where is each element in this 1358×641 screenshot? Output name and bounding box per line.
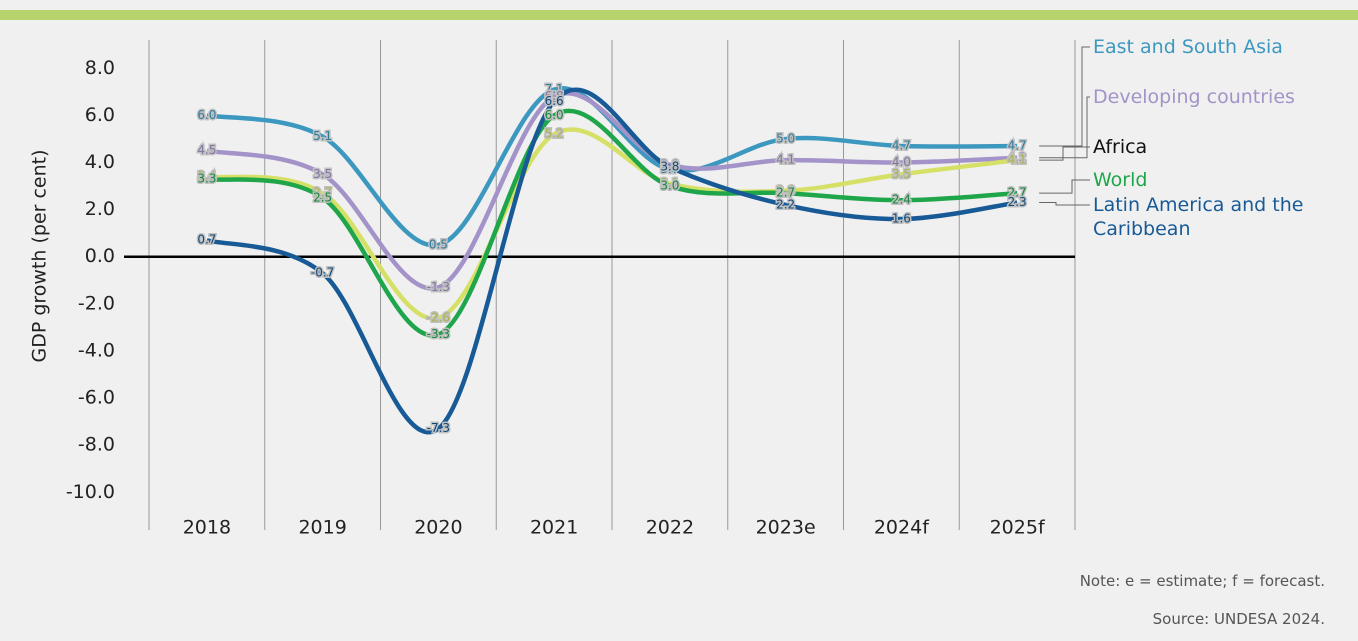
data-label: 4.7 (1008, 139, 1027, 153)
data-label: 3.8 (660, 160, 679, 174)
x-tick-label: 2021 (530, 517, 578, 539)
y-tick-label: -4.0 (78, 339, 115, 361)
y-tick-label: -2.0 (78, 292, 115, 314)
y-tick-label: 0.0 (85, 245, 115, 267)
data-label: 2.2 (776, 197, 795, 211)
legend-entry: Developing countries (1093, 86, 1295, 108)
data-label: -2.6 (427, 310, 450, 324)
data-label: 3.5 (313, 167, 332, 181)
legend-entry: World (1093, 169, 1148, 191)
data-label: 3.3 (197, 171, 216, 185)
data-label: 4.7 (892, 139, 911, 153)
data-label: 6.0 (545, 108, 564, 122)
data-label: 6.8 (545, 89, 564, 103)
series-line (206, 91, 1018, 291)
data-label: -0.7 (311, 266, 334, 280)
data-label: 0.7 (197, 233, 216, 247)
x-tick-label: 2019 (298, 517, 346, 539)
data-label: 4.1 (1008, 153, 1027, 167)
data-label: 2.7 (1008, 186, 1027, 200)
data-label: 3.1 (660, 176, 679, 190)
data-label: -3.3 (427, 327, 450, 341)
legend-entry: Latin America and the Caribbean (1093, 194, 1304, 240)
data-label: -7.3 (427, 421, 450, 435)
y-tick-label: -6.0 (78, 387, 115, 409)
data-label: 2.7 (313, 186, 332, 200)
x-tick-label: 2024f (874, 517, 930, 539)
data-label: 4.0 (892, 155, 911, 169)
data-label: 0.5 (429, 237, 448, 251)
data-label: 4.5 (197, 143, 216, 157)
x-tick-label: 2025f (990, 517, 1046, 539)
data-label: 4.1 (776, 153, 795, 167)
data-label: 5.0 (776, 131, 795, 145)
data-label: 7.1 (545, 82, 564, 96)
data-label: 3.4 (197, 169, 216, 183)
y-axis-label: GDP growth (per cent) (29, 149, 51, 362)
data-label: 3.9 (660, 157, 679, 171)
series-line (206, 108, 1018, 338)
legend-entry: Africa (1093, 136, 1148, 158)
data-label: 2.3 (1008, 195, 1027, 209)
y-tick-label: -8.0 (78, 434, 115, 456)
data-label: 6.0 (197, 108, 216, 122)
data-label: 3.7 (660, 162, 679, 176)
legend-connector (1039, 46, 1090, 147)
x-tick-label: 2022 (646, 517, 694, 539)
y-tick-label: 4.0 (85, 151, 115, 173)
source: Source: UNDESA 2024. (1152, 610, 1325, 628)
data-label: 5.2 (545, 127, 564, 141)
data-label: 2.4 (892, 193, 911, 207)
data-label: -1.3 (427, 280, 450, 294)
series-line (206, 87, 1018, 435)
legend-connector (1039, 202, 1090, 206)
y-tick-label: -10.0 (66, 481, 115, 503)
series-line (206, 127, 1018, 321)
data-label: 3.5 (892, 167, 911, 181)
data-label: 3.0 (660, 179, 679, 193)
header-bar (0, 10, 1358, 20)
data-label: 1.6 (892, 212, 911, 226)
legend-connector (1039, 179, 1090, 194)
y-tick-label: 8.0 (85, 57, 115, 79)
data-label: 2.7 (776, 186, 795, 200)
x-tick-label: 2018 (183, 517, 231, 539)
note: Note: e = estimate; f = forecast. (1079, 572, 1325, 590)
data-label: 6.6 (545, 94, 564, 108)
y-tick-label: 2.0 (85, 198, 115, 220)
x-tick-label: 2020 (414, 517, 462, 539)
legend-connector (1039, 146, 1090, 161)
legend-entry: East and South Asia (1093, 36, 1283, 58)
x-tick-label: 2023e (756, 517, 816, 539)
y-tick-label: 6.0 (85, 104, 115, 126)
data-label: 4.2 (1008, 150, 1027, 164)
data-label: 2.8 (776, 183, 795, 197)
data-label: 2.5 (313, 190, 332, 204)
data-label: 5.1 (313, 129, 332, 143)
